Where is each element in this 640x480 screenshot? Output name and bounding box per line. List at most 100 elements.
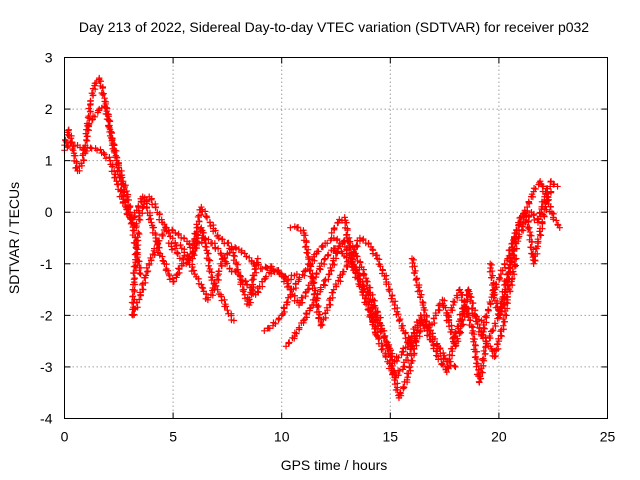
track-marker [332, 249, 339, 257]
track-marker [62, 136, 69, 144]
track-marker [488, 274, 495, 281]
data-point [495, 312, 503, 319]
track-marker [492, 352, 499, 360]
track-marker [456, 328, 463, 335]
track-marker [530, 185, 538, 192]
track-marker [437, 344, 444, 352]
track-marker [307, 304, 314, 312]
track-marker [495, 274, 503, 281]
track-marker [496, 275, 504, 282]
track-marker [488, 261, 495, 269]
track-marker [104, 110, 111, 118]
track-marker [389, 362, 396, 370]
track-marker [432, 309, 439, 317]
track-marker [96, 77, 103, 85]
track-marker [364, 288, 372, 295]
track-marker [206, 257, 214, 264]
data-point [224, 307, 231, 314]
track-marker [280, 273, 287, 281]
track-marker [486, 298, 493, 306]
track-marker [470, 338, 477, 345]
track-marker [248, 289, 256, 297]
data-point [254, 255, 262, 262]
track-marker [171, 245, 179, 252]
track-marker [242, 278, 250, 285]
track-marker [235, 268, 242, 276]
track-marker [106, 118, 114, 125]
data-point [508, 250, 516, 257]
track-marker [204, 250, 211, 257]
chart-title: Day 213 of 2022, Sidereal Day-to-day VTE… [79, 19, 589, 35]
track-marker [131, 311, 138, 318]
track-marker [530, 212, 537, 219]
track-marker [135, 212, 143, 220]
track-marker [146, 212, 154, 219]
track-marker [223, 260, 231, 267]
track-marker [436, 307, 443, 314]
track-marker [473, 355, 481, 363]
track-marker [91, 85, 99, 93]
track-marker [199, 284, 207, 292]
track-marker [160, 220, 168, 228]
track-marker [136, 296, 143, 303]
track-marker [83, 133, 91, 140]
track-marker [460, 321, 467, 328]
track-marker [307, 266, 314, 274]
track-marker [164, 267, 172, 274]
track-marker [168, 243, 175, 250]
track-marker [320, 281, 327, 288]
track-marker [457, 329, 465, 336]
track-marker [310, 279, 318, 286]
track-marker [189, 263, 196, 271]
track-marker [124, 196, 131, 204]
track-marker [377, 322, 384, 329]
track-marker [442, 304, 449, 311]
track-marker [133, 220, 140, 227]
track-marker [550, 216, 557, 223]
data-point [287, 224, 294, 231]
track-marker [114, 159, 121, 167]
track-marker [135, 202, 142, 210]
track-marker [295, 324, 303, 332]
track-marker [480, 347, 488, 355]
track-marker [169, 235, 176, 242]
track-marker [452, 342, 460, 349]
track-marker [130, 269, 137, 277]
track-marker [177, 241, 184, 249]
track-marker [203, 247, 210, 254]
track-marker [388, 295, 395, 302]
track-marker [427, 326, 435, 334]
data-point [93, 147, 101, 154]
track-marker [131, 262, 139, 270]
y-tick-label: -3 [40, 359, 53, 375]
track-marker [336, 243, 344, 250]
track-marker [251, 266, 258, 273]
track-marker [79, 146, 87, 153]
track-marker [101, 151, 108, 158]
track-marker [537, 232, 545, 239]
data-point [556, 224, 563, 231]
track-marker [402, 335, 409, 342]
data-point [258, 265, 266, 273]
track-marker [447, 362, 455, 369]
track-marker [493, 300, 500, 307]
track-marker [488, 267, 496, 275]
track-marker [386, 288, 393, 295]
data-point [146, 260, 153, 267]
track-marker [80, 157, 88, 164]
track-marker [357, 259, 364, 266]
track-marker [207, 273, 215, 281]
track-marker [255, 289, 262, 296]
track-marker [144, 267, 152, 275]
track-marker [317, 266, 324, 273]
track-marker [94, 107, 102, 114]
data-point [489, 327, 496, 335]
data-point [300, 317, 307, 324]
track-marker [500, 315, 507, 323]
track-marker [170, 278, 178, 285]
data-point [426, 327, 433, 335]
track-marker [152, 204, 159, 211]
track-marker [280, 278, 288, 285]
track-marker [65, 127, 72, 134]
track-marker [111, 174, 119, 181]
